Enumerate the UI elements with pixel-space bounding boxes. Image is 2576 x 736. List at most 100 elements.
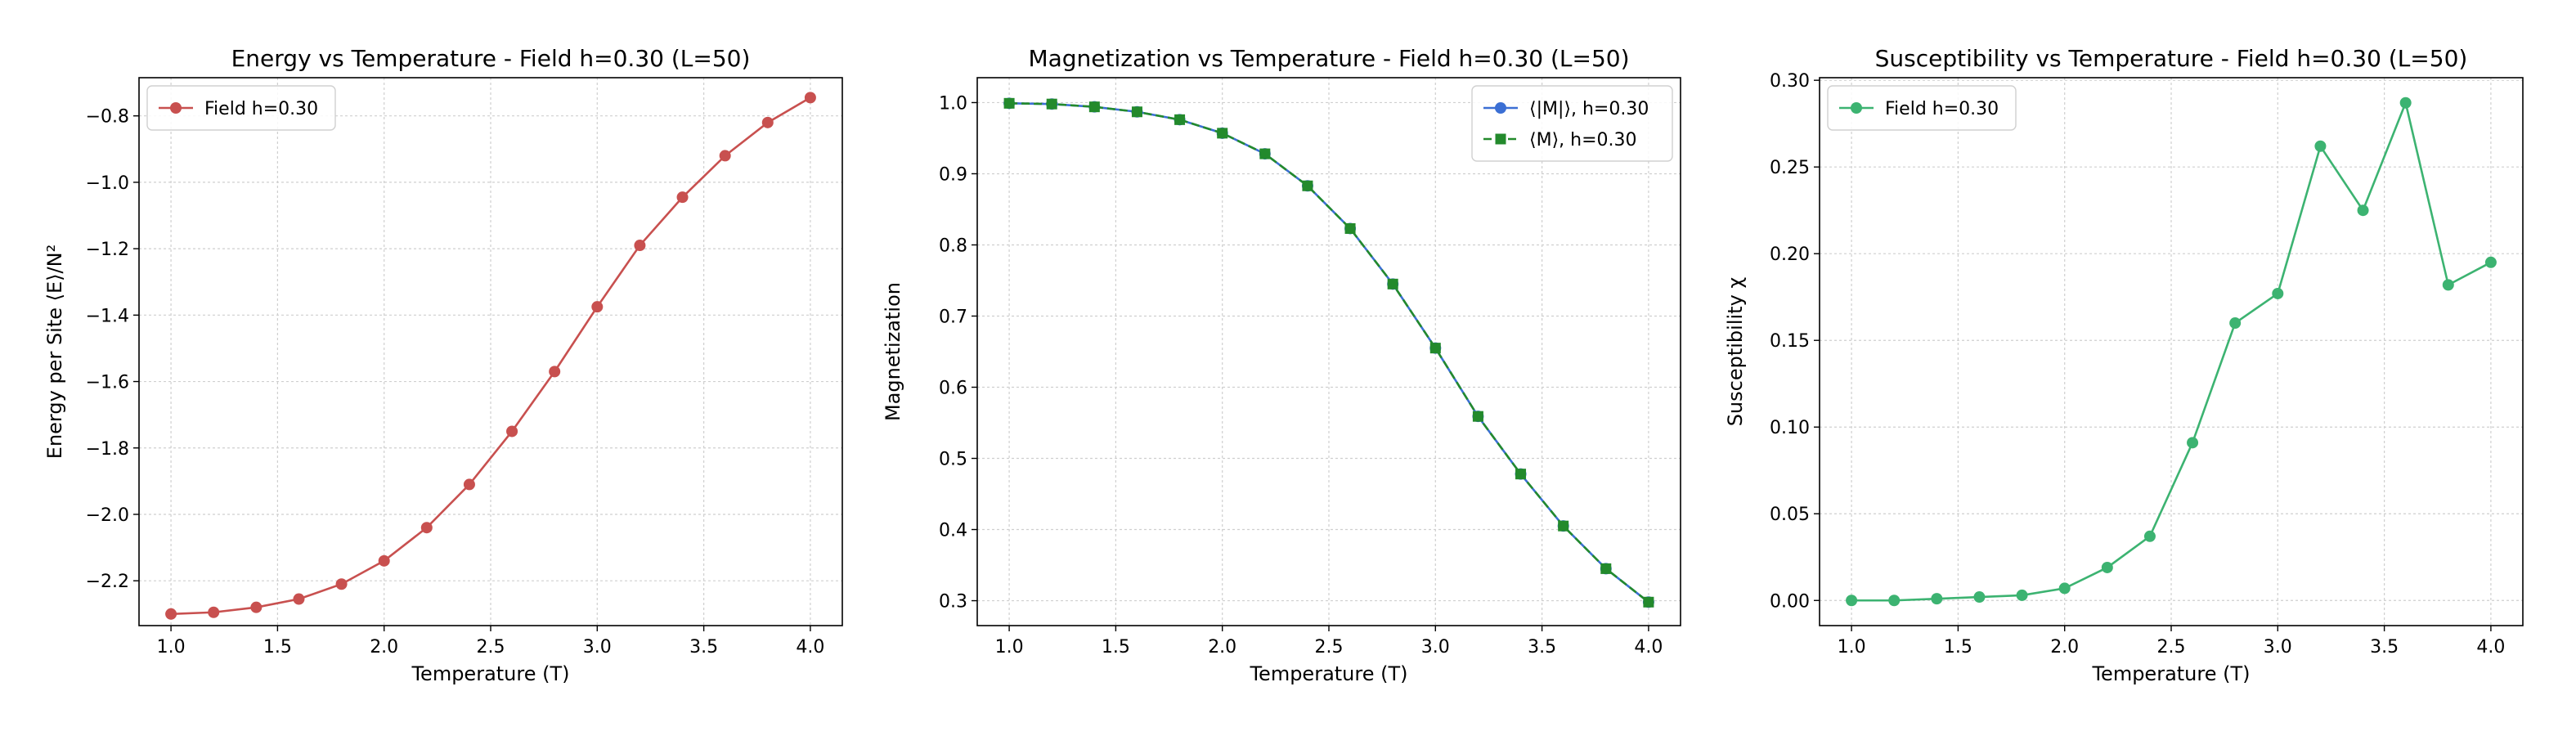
legend-label: ⟨M⟩, h=0.30 bbox=[1529, 130, 1637, 150]
data-point bbox=[1302, 180, 1313, 191]
x-tick-label: 3.5 bbox=[2370, 637, 2399, 657]
x-tick-label: 2.0 bbox=[1208, 637, 1236, 657]
data-point bbox=[2272, 287, 2284, 299]
x-tick-label: 3.0 bbox=[583, 637, 612, 657]
data-point bbox=[1515, 469, 1527, 480]
data-point bbox=[2187, 437, 2199, 449]
data-point bbox=[2484, 256, 2497, 268]
y-tick-label: 0.25 bbox=[1770, 158, 1810, 178]
y-tick-label: 0.05 bbox=[1770, 505, 1810, 525]
chart-1: 1.0 1.5 2.0 2.5 3.0 3.5 4.0 −2.2 −2.0 −1.8 −1.6 −1.… bbox=[43, 45, 843, 685]
x-axis-label: Temperature (T) bbox=[411, 662, 569, 685]
x-tick-label: 1.5 bbox=[1944, 637, 1972, 657]
y-tick-label: 0.00 bbox=[1770, 591, 1810, 612]
x-tick-label: 2.0 bbox=[2050, 637, 2079, 657]
data-point bbox=[208, 606, 220, 618]
chart-title: Susceptibility vs Temperature - Field h=… bbox=[1875, 45, 2468, 72]
data-point bbox=[165, 608, 177, 620]
x-tick-label: 4.0 bbox=[2476, 637, 2505, 657]
data-point bbox=[293, 593, 305, 605]
data-point bbox=[1429, 343, 1441, 354]
x-tick-label: 3.5 bbox=[1528, 637, 1556, 657]
y-tick-label: 0.9 bbox=[939, 164, 967, 185]
data-point bbox=[1600, 563, 1612, 574]
data-point bbox=[463, 478, 475, 491]
x-tick-label: 1.5 bbox=[1102, 637, 1130, 657]
data-point bbox=[634, 240, 646, 252]
y-tick-label: −2.2 bbox=[86, 572, 129, 592]
data-point bbox=[1472, 411, 1483, 422]
y-tick-label: 0.4 bbox=[939, 521, 967, 541]
y-tick-label: 0.3 bbox=[939, 592, 967, 613]
data-point bbox=[1046, 98, 1057, 110]
legend: Field h=0.30 bbox=[1827, 85, 2017, 131]
data-point bbox=[1131, 106, 1142, 118]
y-tick-label: 1.0 bbox=[939, 93, 967, 114]
y-tick-label: −1.4 bbox=[86, 306, 129, 326]
data-point bbox=[420, 522, 433, 534]
chart-title: Magnetization vs Temperature - Field h=0… bbox=[1028, 45, 1629, 72]
data-point bbox=[591, 301, 604, 313]
data-point bbox=[1003, 97, 1015, 109]
data-point bbox=[1643, 596, 1654, 608]
y-tick-label: 0.10 bbox=[1770, 418, 1810, 438]
y-tick-label: −2.0 bbox=[86, 505, 129, 526]
y-axis-label: Susceptibility χ bbox=[1724, 277, 1747, 427]
x-tick-label: 2.0 bbox=[370, 637, 398, 657]
data-point bbox=[2016, 589, 2028, 601]
y-tick-label: −1.8 bbox=[86, 439, 129, 460]
x-tick-label: 2.5 bbox=[477, 637, 505, 657]
data-point bbox=[2399, 96, 2412, 109]
data-point bbox=[1387, 278, 1398, 289]
chart-2: 1.0 1.5 2.0 2.5 3.0 3.5 4.0 0.3 0.4 0.5 0.6 0.7 0.8 0… bbox=[882, 45, 1681, 685]
legend-swatch-marker bbox=[1495, 102, 1506, 114]
legend: ⟨|M|⟩, h=0.30 ⟨M⟩, h=0.30 bbox=[1471, 85, 1673, 162]
data-point bbox=[761, 116, 774, 128]
data-point bbox=[1973, 591, 1986, 604]
y-tick-label: 0.6 bbox=[939, 379, 967, 399]
x-tick-label: 4.0 bbox=[1634, 637, 1663, 657]
x-tick-label: 1.0 bbox=[157, 637, 186, 657]
data-point bbox=[2058, 582, 2071, 595]
legend-label: Field h=0.30 bbox=[1885, 99, 1999, 119]
y-tick-label: 0.20 bbox=[1770, 245, 1810, 265]
legend-box bbox=[146, 85, 336, 131]
y-tick-label: 0.15 bbox=[1770, 331, 1810, 352]
x-tick-label: 1.0 bbox=[995, 637, 1024, 657]
legend-swatch-marker bbox=[1851, 102, 1862, 114]
x-tick-label: 2.5 bbox=[1315, 637, 1344, 657]
y-tick-label: −1.2 bbox=[86, 240, 129, 260]
data-point bbox=[2314, 140, 2327, 152]
data-point bbox=[1259, 148, 1271, 159]
y-tick-label: 0.8 bbox=[939, 236, 967, 256]
y-tick-label: −1.6 bbox=[86, 373, 129, 393]
legend: Field h=0.30 bbox=[146, 85, 336, 131]
x-tick-label: 1.5 bbox=[263, 637, 292, 657]
data-point bbox=[2143, 530, 2156, 542]
data-point bbox=[1931, 593, 1943, 605]
data-point bbox=[250, 601, 263, 613]
data-point bbox=[378, 554, 390, 567]
data-point bbox=[2357, 204, 2369, 217]
data-point bbox=[549, 366, 561, 378]
x-tick-label: 4.0 bbox=[796, 637, 824, 657]
x-tick-label: 2.5 bbox=[2157, 637, 2186, 657]
legend-label: Field h=0.30 bbox=[204, 99, 318, 119]
data-point bbox=[804, 92, 816, 104]
data-point bbox=[1888, 595, 1901, 607]
data-point bbox=[506, 425, 518, 438]
y-tick-label: 0.5 bbox=[939, 450, 967, 470]
data-point bbox=[1088, 101, 1100, 113]
y-tick-label: −1.0 bbox=[86, 173, 129, 194]
y-axis-label: Magnetization bbox=[882, 282, 904, 421]
x-tick-label: 3.0 bbox=[2264, 637, 2292, 657]
data-point bbox=[2101, 561, 2113, 573]
chart-title: Energy vs Temperature - Field h=0.30 (L=… bbox=[231, 45, 751, 72]
y-tick-label: −0.8 bbox=[86, 107, 129, 128]
data-point bbox=[719, 150, 731, 162]
series-line bbox=[171, 96, 811, 616]
x-axis-label: Temperature (T) bbox=[2091, 662, 2250, 685]
legend-swatch-marker bbox=[170, 102, 182, 114]
